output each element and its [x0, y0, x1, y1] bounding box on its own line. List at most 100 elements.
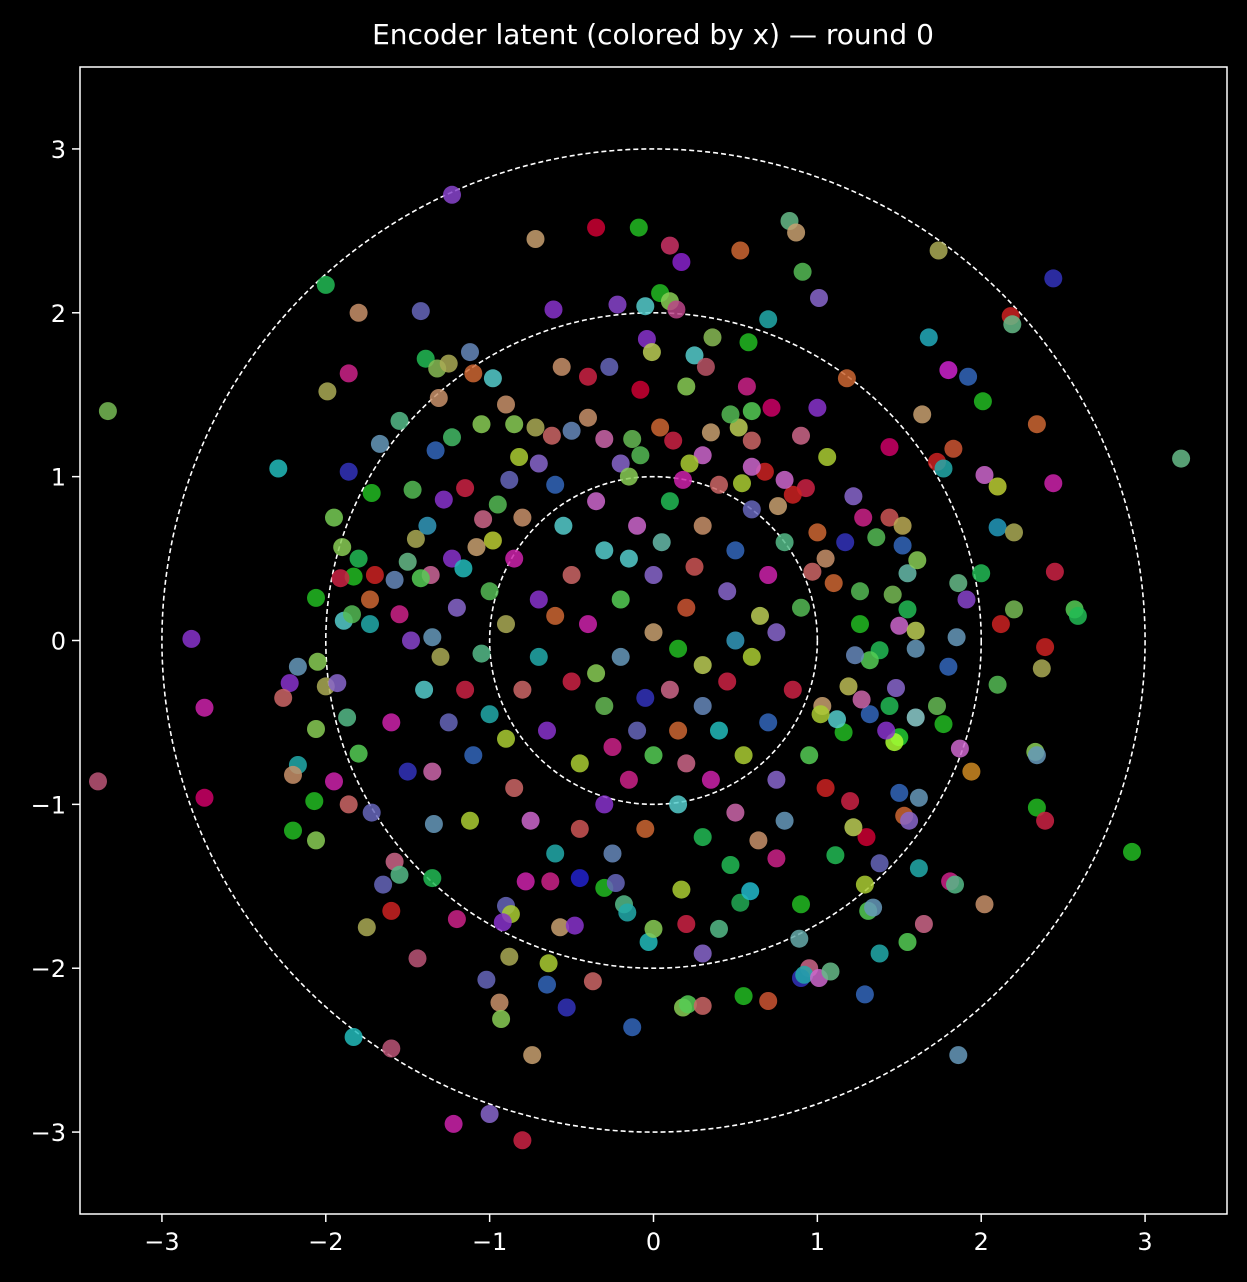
data-point [195, 788, 214, 807]
data-point [344, 567, 363, 586]
data-point [739, 333, 758, 352]
data-point [325, 772, 343, 791]
data-point [883, 585, 902, 604]
data-point [523, 1046, 542, 1065]
data-point [411, 569, 430, 588]
data-point [857, 828, 876, 847]
data-point [726, 803, 745, 822]
data-point [472, 644, 491, 663]
data-point [877, 721, 896, 740]
data-point [677, 915, 696, 933]
data-point [182, 629, 201, 648]
data-point [792, 895, 810, 914]
data-point [944, 439, 963, 458]
data-point [474, 510, 493, 529]
data-point [483, 369, 502, 388]
reference-circle-r2 [324, 311, 983, 970]
data-point [693, 996, 712, 1015]
data-point [357, 918, 376, 937]
data-point [570, 819, 589, 838]
data-point [439, 713, 458, 732]
data-point [851, 582, 869, 601]
data-point [423, 869, 442, 888]
data-point [339, 364, 358, 383]
data-point [516, 872, 535, 891]
data-point [642, 343, 661, 362]
data-point [406, 529, 425, 548]
data-point [339, 795, 358, 814]
data-point [677, 598, 696, 617]
data-point [443, 428, 461, 447]
data-point [914, 915, 933, 933]
data-point [603, 844, 622, 863]
data-point [957, 590, 976, 609]
data-point [852, 690, 871, 709]
data-point [390, 605, 409, 624]
data-point [398, 552, 417, 571]
data-point [880, 508, 899, 527]
data-point [808, 398, 827, 417]
data-point [411, 302, 430, 321]
data-point [660, 492, 679, 511]
data-point [526, 418, 545, 437]
data-point [890, 616, 909, 635]
data-point [636, 819, 655, 838]
data-point [975, 895, 994, 914]
data-point [726, 541, 745, 560]
data-point [374, 875, 393, 894]
data-point [811, 705, 830, 724]
data-point [415, 680, 434, 699]
data-point [991, 615, 1010, 634]
data-point [660, 680, 679, 699]
data-point [973, 392, 992, 411]
data-point [307, 720, 325, 738]
data-point [483, 531, 502, 550]
data-point [513, 680, 532, 699]
data-point [402, 631, 420, 650]
data-point [603, 738, 622, 756]
data-point [382, 1039, 401, 1058]
y-tick-label: 2 [51, 300, 66, 328]
data-point [1172, 449, 1191, 468]
data-point [619, 770, 638, 789]
data-point [538, 721, 556, 740]
data-point [269, 459, 288, 478]
data-point [472, 415, 491, 434]
data-point [660, 236, 679, 255]
data-point [89, 772, 107, 791]
data-point [456, 680, 475, 699]
data-point [500, 470, 519, 489]
data-point [570, 869, 589, 888]
y-tick-label: 1 [51, 464, 66, 492]
data-point [541, 872, 560, 891]
data-point [595, 697, 614, 715]
data-point [860, 705, 879, 724]
data-point [579, 408, 597, 427]
data-point [274, 688, 293, 707]
data-point [919, 328, 938, 347]
data-point [678, 995, 697, 1014]
data-point [900, 811, 919, 830]
data-point [544, 300, 563, 319]
data-point [759, 566, 778, 584]
data-point [551, 918, 570, 937]
data-point [939, 657, 958, 676]
data-point [456, 479, 475, 498]
data-point [734, 746, 753, 765]
data-point [307, 831, 325, 850]
chart-title: Encoder latent (colored by x) — round 0 [372, 18, 934, 51]
data-point [644, 623, 663, 642]
data-point [464, 746, 483, 765]
data-point [305, 792, 324, 811]
data-point [631, 446, 650, 465]
data-point [526, 230, 545, 248]
x-tick-label: −1 [472, 1228, 507, 1256]
data-point [909, 859, 928, 878]
data-point [424, 815, 443, 833]
data-point [480, 582, 499, 601]
data-point [693, 697, 712, 715]
data-point [644, 919, 663, 938]
y-tick-label: −3 [31, 1119, 66, 1147]
data-point [579, 615, 597, 634]
data-point [844, 818, 863, 837]
